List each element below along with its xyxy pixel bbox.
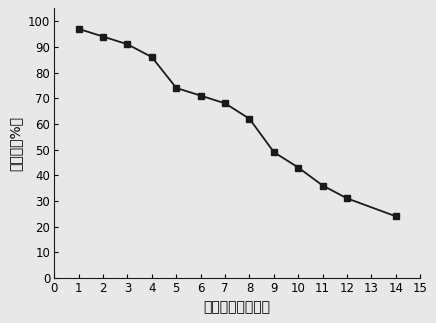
- X-axis label: 降解时间（分钟）: 降解时间（分钟）: [204, 301, 271, 315]
- Y-axis label: 降解率（%）: 降解率（%）: [8, 116, 22, 171]
